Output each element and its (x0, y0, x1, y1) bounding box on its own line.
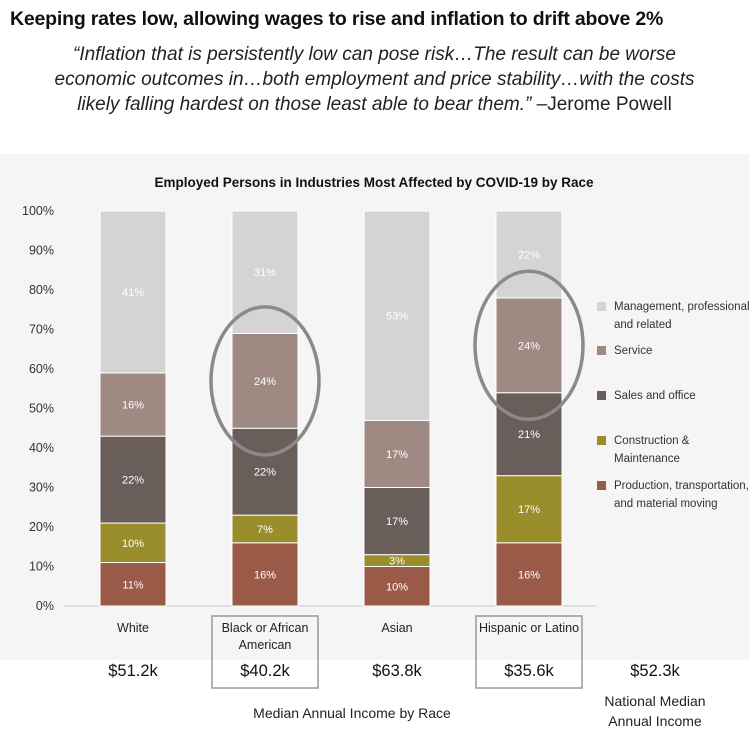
legend-swatch-sales-and-office (597, 391, 606, 400)
legend-label: Service (614, 345, 652, 357)
data-label: 17% (386, 516, 408, 528)
median-income-value: $63.8k (372, 662, 422, 680)
category-label: Black or African (222, 621, 309, 635)
quote-line-3: likely falling hardest on those least ab… (0, 92, 749, 117)
powell-quote: “Inflation that is persistently low can … (0, 42, 749, 117)
data-label: 24% (518, 340, 540, 352)
data-label: 21% (518, 429, 540, 441)
data-label: 22% (518, 249, 540, 261)
data-label: 10% (386, 581, 408, 593)
bar-segment-construction-maintenance (495, 475, 563, 544)
segment-labels: 11% 10% 22% 16% 41% 16% 7% 22% 24% 31% 10% 3% 17% 17%… (122, 249, 540, 593)
legend-label: and related (614, 319, 672, 331)
category-label: White (117, 621, 149, 635)
national-median-label: National Median (604, 693, 705, 709)
legend-swatch-management-professional-and-related (597, 302, 606, 311)
income-row: $51.2k $40.2k $63.8k $35.6k $52.3k National M… (108, 662, 705, 729)
legend-label: Maintenance (614, 453, 680, 465)
y-tick-label: 50% (29, 402, 54, 416)
national-median-label: Annual Income (608, 713, 702, 729)
category-highlight-box (475, 615, 583, 689)
bar-segment-service (99, 372, 167, 437)
median-income-value: $51.2k (108, 662, 158, 680)
legend-label: Construction & (614, 435, 690, 447)
data-label: 41% (122, 287, 144, 299)
highlight-circle (209, 305, 321, 457)
y-tick-label: 70% (29, 323, 54, 337)
legend-swatch-construction-maintenance (597, 436, 606, 445)
y-tick-label: 0% (36, 599, 54, 613)
legend-label: Sales and office (614, 390, 696, 402)
median-income-value: $40.2k (240, 662, 290, 680)
category-label: Asian (381, 621, 412, 635)
quote-line-3-text: likely falling hardest on those least ab… (77, 94, 532, 115)
legend-swatch-production-transportation-and-material-moving (597, 481, 606, 490)
y-tick-label: 90% (29, 244, 54, 258)
y-tick-label: 20% (29, 520, 54, 534)
bar-segment-service (495, 297, 563, 394)
national-median-income-value: $52.3k (630, 662, 680, 680)
bar-segment-management-professional-and-related (495, 210, 563, 299)
highlight-circles (209, 269, 585, 457)
category-labels: White Black or African American Asian Hispan… (117, 615, 583, 689)
bar-segment-service (231, 332, 299, 429)
y-tick-label: 40% (29, 441, 54, 455)
category-label: American (239, 638, 292, 652)
data-label: 3% (389, 556, 405, 568)
data-label: 11% (122, 579, 143, 591)
data-label: 17% (518, 504, 540, 516)
y-tick-label: 80% (29, 283, 54, 297)
data-label: 22% (122, 475, 144, 487)
bars (99, 210, 563, 607)
category-highlight-box (211, 615, 319, 689)
data-label: 24% (254, 376, 276, 388)
data-label: 16% (122, 400, 144, 412)
category-label: Hispanic or Latino (479, 621, 579, 635)
y-tick-label: 30% (29, 481, 54, 495)
legend: Management, professional, and related Serv… (597, 301, 749, 510)
y-tick-label: 100% (22, 204, 54, 218)
legend-swatch-service (597, 346, 606, 355)
quote-attribution: –Jerome Powell (536, 94, 672, 115)
bar-segment-sales-and-office (231, 427, 299, 516)
data-label: 7% (257, 524, 273, 536)
data-label: 10% (122, 538, 144, 550)
bar-segment-management-professional-and-related (363, 210, 431, 421)
headline: Keeping rates low, allowing wages to ris… (10, 8, 664, 30)
quote-line-1: “Inflation that is persistently low can … (73, 44, 676, 65)
bar-segment-sales-and-office (99, 435, 167, 524)
bar-segment-sales-and-office (495, 392, 563, 477)
chart-title: Employed Persons in Industries Most Affe… (154, 175, 594, 190)
bar-segment-management-professional-and-related (99, 210, 167, 374)
data-label: 16% (518, 569, 540, 581)
legend-label: Management, professional, (614, 301, 749, 313)
data-label: 53% (386, 311, 408, 323)
data-label: 16% (254, 569, 276, 581)
legend-label: Production, transportation, (614, 480, 749, 492)
bar-segment-construction-maintenance (231, 514, 299, 544)
bar-segment-service (363, 419, 431, 489)
highlight-circle (473, 269, 585, 422)
data-label: 17% (386, 449, 408, 461)
income-caption: Median Annual Income by Race (253, 705, 451, 721)
median-income-value: $35.6k (504, 662, 554, 680)
y-tick-label: 10% (29, 560, 54, 574)
bar-segment-production-transportation-and-material-moving (99, 562, 167, 607)
data-label: 22% (254, 467, 276, 479)
bar-segment-production-transportation-and-material-moving (363, 566, 431, 607)
y-tick-label: 60% (29, 362, 54, 376)
bar-segment-sales-and-office (363, 487, 431, 556)
legend-label: and material moving (614, 498, 718, 510)
quote-line-2: economic outcomes in…both employment and… (54, 69, 695, 90)
data-label: 31% (254, 267, 276, 279)
bar-segment-production-transportation-and-material-moving (495, 542, 563, 607)
